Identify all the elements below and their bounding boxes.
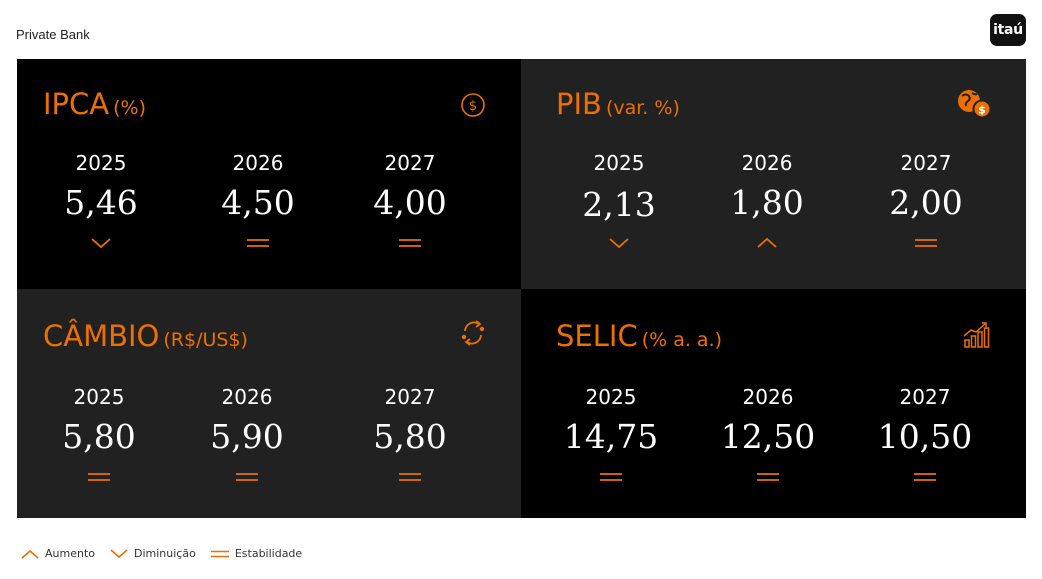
value-label: 12,50 [720, 417, 816, 456]
value-label: 10,50 [877, 417, 973, 456]
panel-title-text: IPCA [43, 87, 110, 121]
panel-unit: (var. %) [605, 97, 680, 119]
value-label: 4,00 [373, 183, 447, 222]
panel-title-text: PIB [556, 87, 602, 121]
year-column: 2027 5,80 [340, 385, 480, 484]
year-label: 2025 [75, 151, 127, 175]
year-label: 2027 [899, 385, 951, 409]
svg-text:$: $ [978, 104, 986, 117]
stable-indicator-icon [915, 239, 937, 247]
legend-item-stable: Estabilidade [210, 547, 302, 560]
legend-label: Estabilidade [234, 547, 303, 560]
panel-pib: PIB (var. %) $ 2025 2,13 2026 1,80 2027 2… [521, 59, 1026, 289]
year-label: 2025 [585, 385, 637, 409]
value-label: 5,80 [62, 417, 136, 456]
year-column: 2025 5,46 [31, 151, 171, 250]
brand-label: Private Bank [16, 27, 90, 42]
panel-title-text: CÂMBIO [43, 319, 160, 353]
stable-indicator-icon [600, 473, 622, 481]
year-column: 2025 14,75 [541, 385, 681, 484]
growth-chart-icon [963, 322, 990, 348]
legend: Aumento Diminuição Estabilidade [20, 547, 316, 560]
year-label: 2027 [900, 151, 952, 175]
increase-indicator-icon [21, 549, 39, 559]
year-column: 2026 4,50 [188, 151, 328, 250]
legend-item-increase: Aumento [20, 547, 95, 560]
panel-unit: (%) [113, 97, 147, 119]
panel-ipca: IPCA (%) $ 2025 5,46 2026 4,50 2027 4,00 [17, 59, 521, 289]
year-column: 2027 10,50 [855, 385, 995, 484]
year-label: 2026 [232, 151, 284, 175]
indicators-grid: IPCA (%) $ 2025 5,46 2026 4,50 2027 4,00 [17, 59, 1026, 518]
year-label: 2026 [742, 385, 794, 409]
value-label: 1,80 [730, 183, 804, 222]
decrease-indicator-icon [91, 238, 111, 249]
year-column: 2026 1,80 [697, 151, 837, 250]
panel-selic: SELIC (% a. a.) 2025 14,75 2026 12,50 202… [521, 289, 1026, 518]
year-column: 2027 4,00 [340, 151, 480, 250]
value-label: 14,75 [563, 417, 659, 456]
panel-title: CÂMBIO (R$/US$) [43, 319, 248, 353]
stable-indicator-icon [757, 473, 779, 481]
itau-logo: itaú [990, 14, 1026, 46]
year-column: 2025 5,80 [29, 385, 169, 484]
value-label: 5,46 [64, 183, 138, 222]
year-label: 2027 [384, 385, 436, 409]
panel-unit: (R$/US$) [163, 329, 248, 351]
year-label: 2025 [593, 151, 645, 175]
panel-unit: (% a. a.) [641, 329, 723, 351]
year-label: 2025 [73, 385, 125, 409]
increase-indicator-icon [757, 237, 777, 248]
legend-label: Aumento [45, 547, 95, 560]
stable-indicator-icon [236, 473, 258, 481]
value-label: 4,50 [221, 183, 295, 222]
decrease-indicator-icon [609, 238, 629, 249]
value-label: 2,13 [582, 185, 656, 224]
year-label: 2026 [221, 385, 273, 409]
stable-indicator-icon [88, 473, 110, 481]
year-column: 2025 2,13 [549, 151, 689, 250]
stable-indicator-icon [399, 473, 421, 481]
value-label: 5,80 [373, 417, 447, 456]
stable-indicator-icon [210, 550, 229, 557]
panel-cambio: CÂMBIO (R$/US$) 2025 5,80 2026 5,90 2027 [17, 289, 521, 518]
year-column: 2027 2,00 [856, 151, 996, 250]
year-label: 2026 [741, 151, 793, 175]
panel-title: SELIC (% a. a.) [556, 319, 722, 353]
legend-label: Diminuição [134, 547, 196, 560]
globe-dollar-icon: $ [958, 90, 992, 119]
panel-title: IPCA (%) [43, 87, 146, 121]
value-label: 5,90 [210, 417, 284, 456]
panel-title-text: SELIC [556, 319, 638, 353]
exchange-icon [461, 320, 485, 346]
panel-title: PIB (var. %) [556, 87, 680, 121]
year-column: 2026 5,90 [177, 385, 317, 484]
year-label: 2027 [384, 151, 436, 175]
decrease-indicator-icon [110, 548, 128, 558]
legend-item-decrease: Diminuição [109, 547, 196, 560]
stable-indicator-icon [914, 473, 936, 481]
svg-text:$: $ [469, 99, 477, 114]
stable-indicator-icon [247, 239, 269, 247]
year-column: 2026 12,50 [698, 385, 838, 484]
stable-indicator-icon [399, 239, 421, 247]
value-label: 2,00 [889, 183, 963, 222]
dollar-circle-icon: $ [461, 93, 485, 117]
